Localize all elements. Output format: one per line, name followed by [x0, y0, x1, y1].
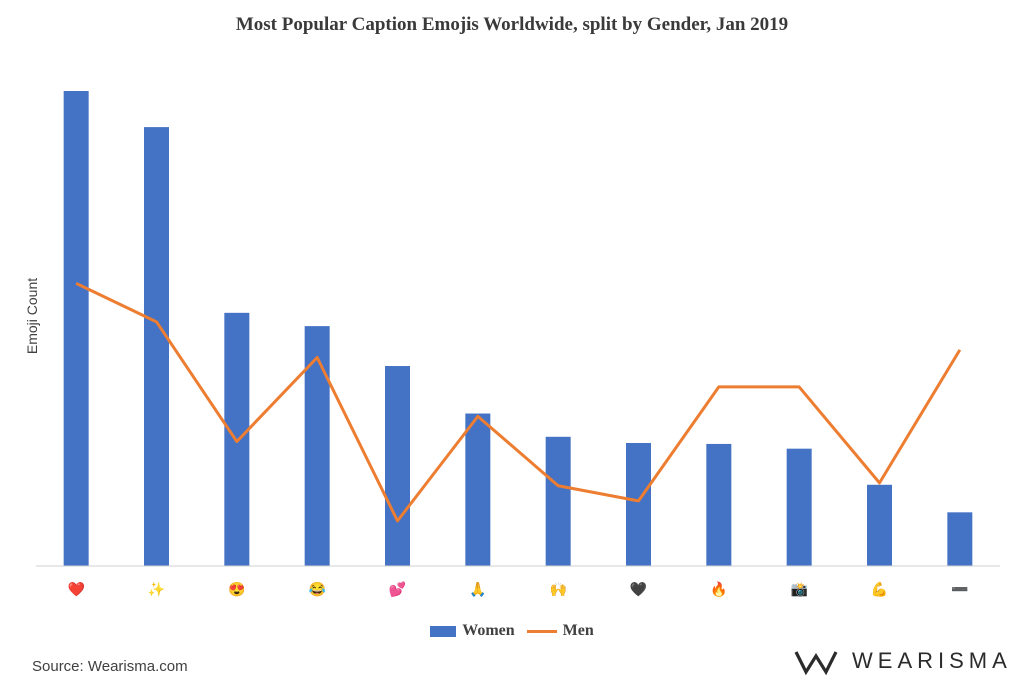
x-tick-label-5: 💕: [389, 581, 406, 598]
women-bar-5: [385, 366, 410, 566]
x-tick-label-6: 🙏: [469, 581, 486, 598]
women-bar-7: [545, 436, 571, 566]
women-bar-12: [947, 512, 973, 566]
legend-item-women: Women: [430, 622, 515, 640]
wearisma-logo-icon: [794, 651, 838, 676]
source-note: Source: Wearisma.com: [32, 658, 188, 675]
brand-name: WEARISMA: [852, 648, 1012, 673]
x-tick-label-7: 🙌: [549, 581, 566, 597]
women-bar-11: [867, 484, 892, 566]
x-tick-label-11: 💪: [871, 581, 888, 598]
x-tick-labels: ❤️ ✨ 😍 😂 💕 🙏 🙌 🖤 🔥 📸 💪 ➖: [67, 581, 968, 598]
x-tick-label-12: ➖: [951, 581, 968, 597]
women-bars: [63, 91, 973, 566]
women-bar-9: [706, 443, 732, 566]
x-tick-label-9: 🔥: [710, 581, 727, 598]
women-bar-10: [786, 448, 812, 566]
legend: Women Men: [0, 622, 1024, 640]
legend-swatch-women: [430, 625, 457, 637]
chart-title: Most Popular Caption Emojis Worldwide, s…: [235, 14, 789, 35]
legend-label-women: Women: [462, 622, 515, 639]
x-tick-label-3: 😍: [228, 581, 245, 597]
women-bar-4: [304, 326, 330, 566]
women-bar-2: [144, 127, 169, 566]
women-bar-6: [465, 413, 491, 566]
x-tick-label-10: 📸: [790, 581, 807, 598]
x-tick-label-1: ❤️: [67, 581, 85, 597]
men-series-line: [75, 282, 962, 523]
women-bar-8: [626, 442, 651, 566]
x-tick-label-4: 😂: [308, 581, 326, 597]
x-tick-label-2: ✨: [148, 581, 165, 597]
legend-item-men: Men: [526, 622, 594, 640]
legend-label-men: Men: [562, 622, 594, 639]
women-bar-1: [63, 91, 89, 566]
legend-swatch-men: [526, 629, 557, 633]
x-tick-label-8: 🖤: [630, 581, 648, 597]
brand-logo: WEARISMA: [794, 646, 1012, 676]
